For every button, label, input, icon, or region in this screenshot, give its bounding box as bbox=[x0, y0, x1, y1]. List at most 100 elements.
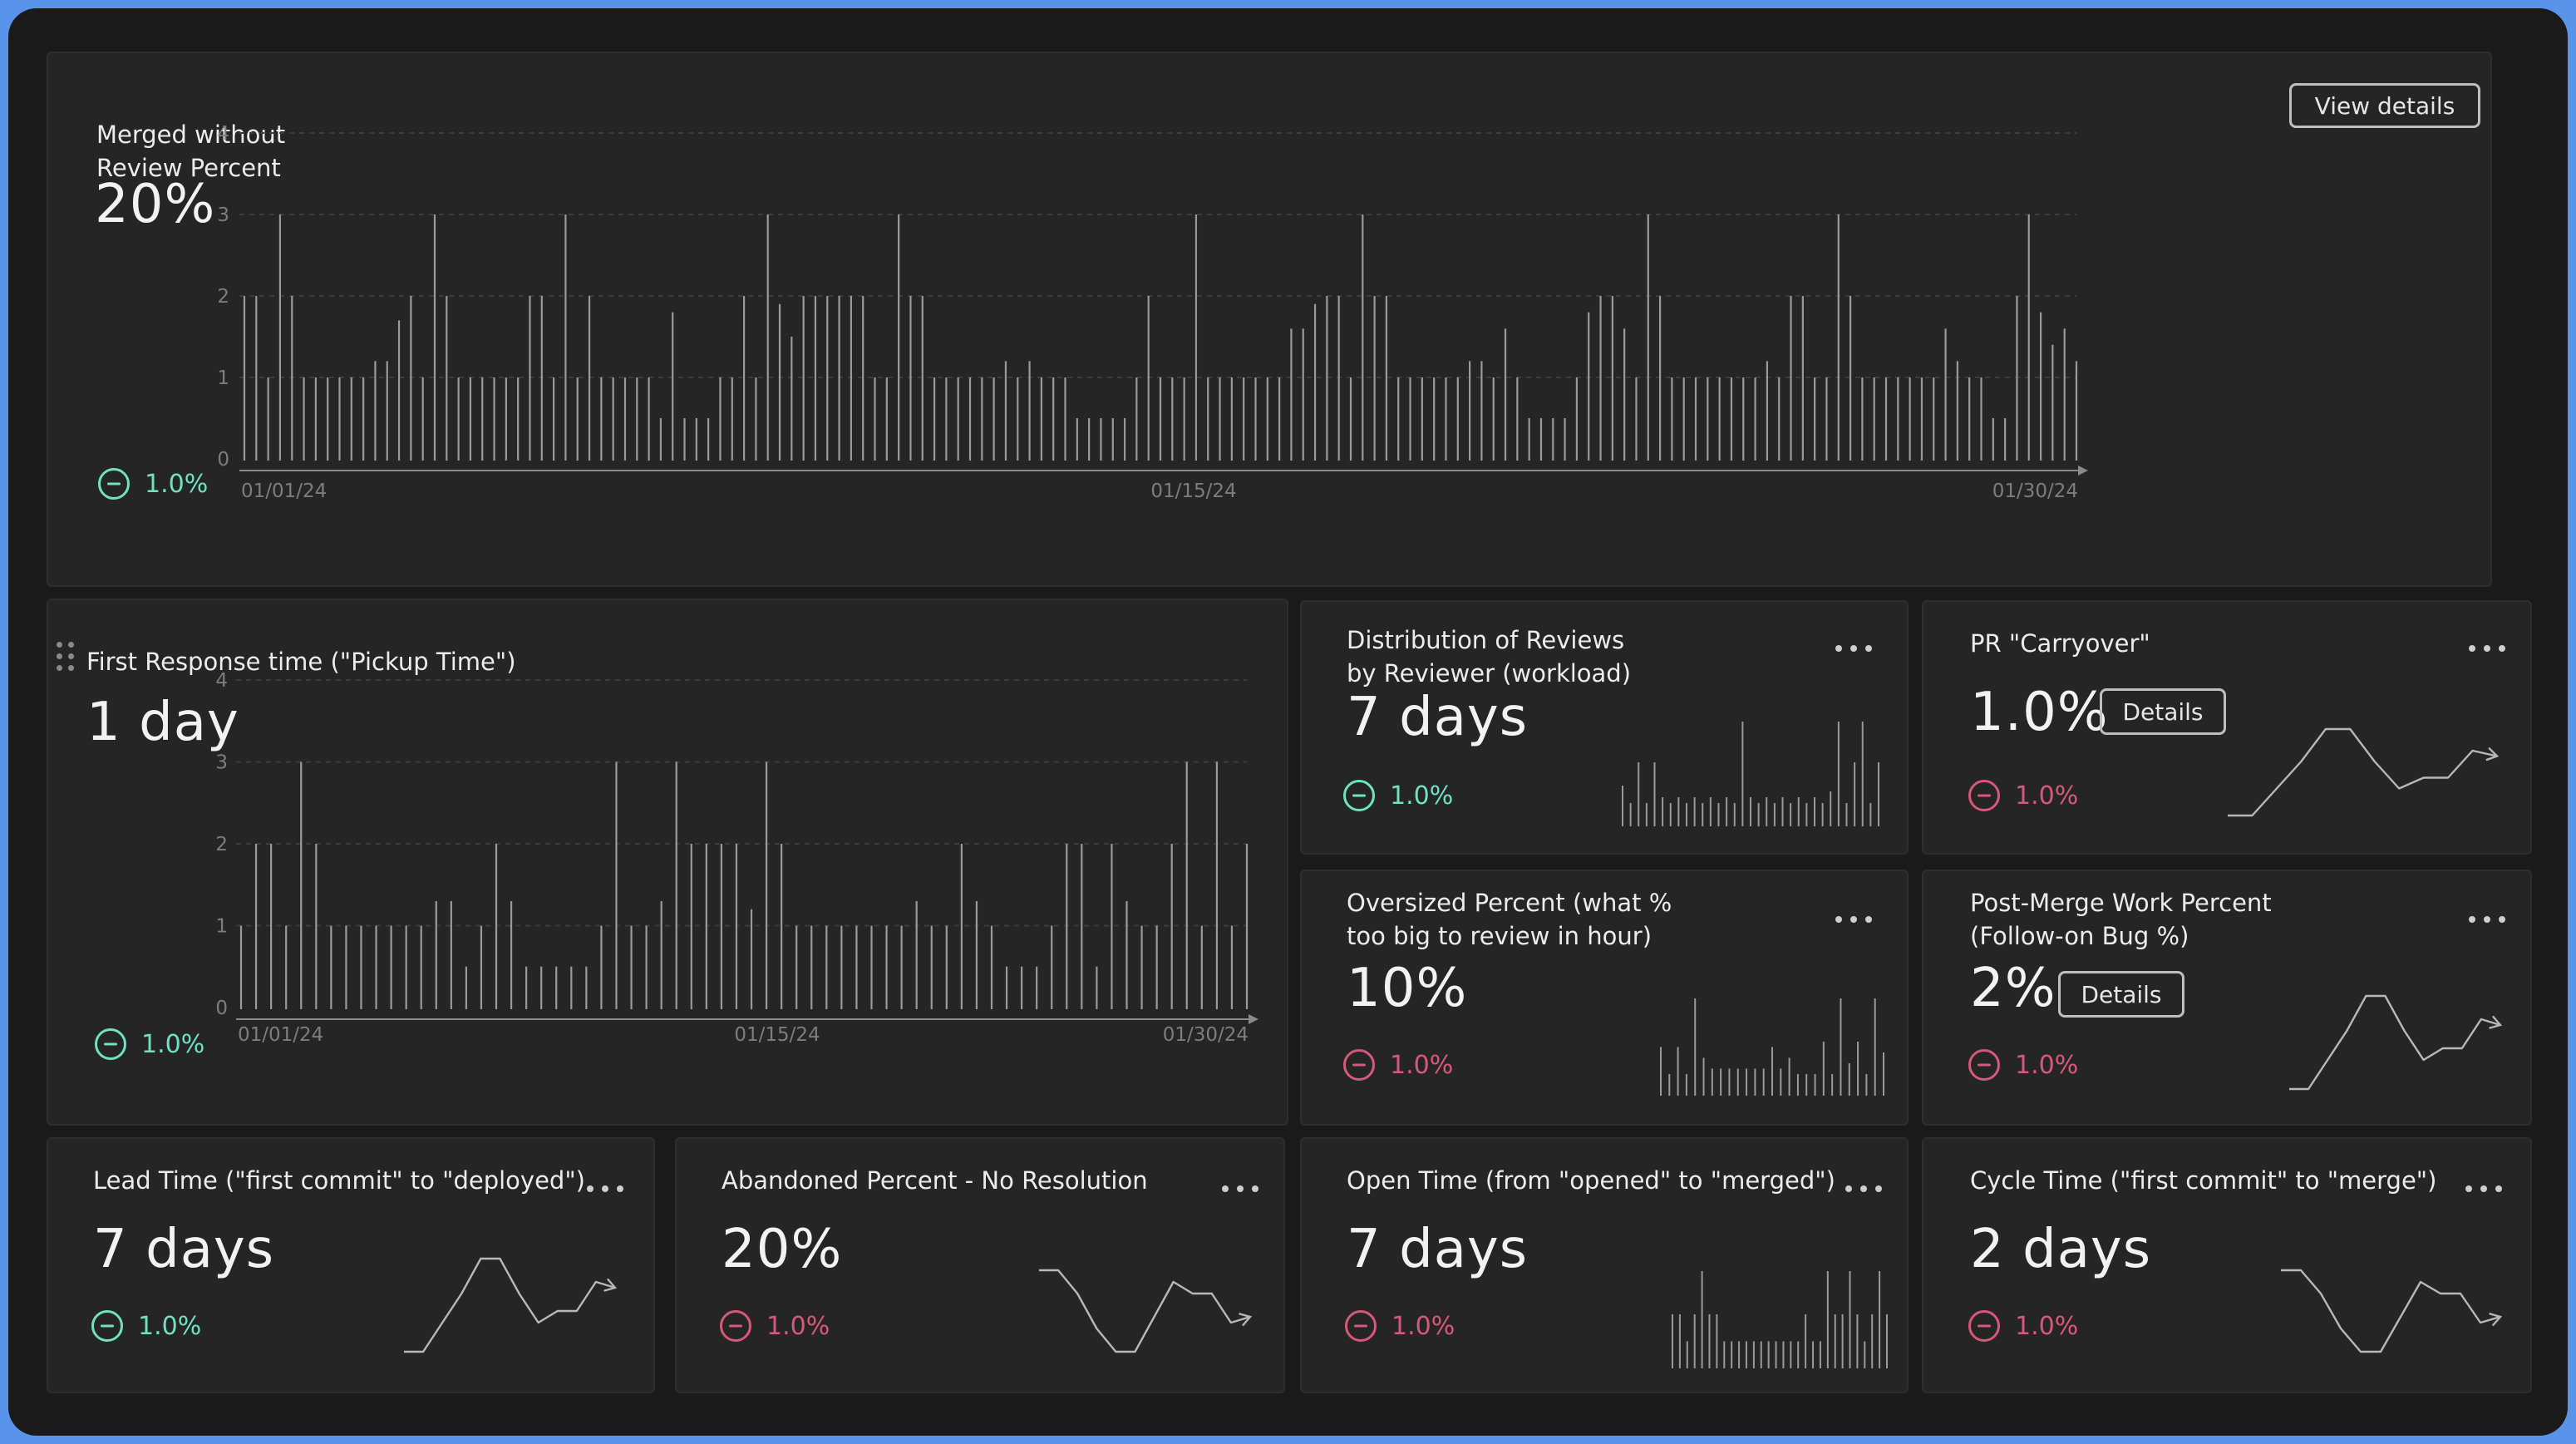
lead-time-sparkline bbox=[404, 1257, 618, 1353]
sparkline-arrow-icon bbox=[603, 1278, 618, 1292]
more-options-icon[interactable] bbox=[2469, 914, 2505, 924]
metric-value: 7 days bbox=[1347, 1219, 1529, 1280]
y-tick-label: 1 bbox=[217, 367, 229, 389]
delta-indicator: 1.0% bbox=[91, 1310, 201, 1342]
delta-indicator: 1.0% bbox=[1343, 780, 1453, 811]
delta-value: 1.0% bbox=[1390, 781, 1454, 811]
more-options-icon[interactable] bbox=[587, 1184, 623, 1194]
merged-without-review-card: Merged without Review Percent 20% 1.0% V… bbox=[47, 52, 2492, 587]
lead-time-card: Lead Time ("first commit" to "deployed")… bbox=[47, 1137, 655, 1393]
minus-circle-icon bbox=[98, 468, 130, 500]
carryover-card: PR "Carryover" 1.0% Details 1.0% bbox=[1922, 600, 2532, 855]
more-options-icon[interactable] bbox=[2469, 643, 2505, 653]
card-title: Abandoned Percent - No Resolution bbox=[722, 1166, 1148, 1195]
delta-value: 1.0% bbox=[1390, 1050, 1454, 1080]
card-title-line2: by Reviewer (workload) bbox=[1347, 659, 1632, 688]
card-title-line2: too big to review in hour) bbox=[1347, 922, 1652, 950]
more-options-icon[interactable] bbox=[1835, 643, 1872, 653]
card-title-line2: Review Percent bbox=[96, 154, 281, 182]
card-title: Open Time (from "opened" to "merged") bbox=[1347, 1166, 1835, 1195]
delta-value: 1.0% bbox=[2015, 1311, 2079, 1341]
metric-value: 20% bbox=[722, 1219, 843, 1280]
dashboard-frame: Merged without Review Percent 20% 1.0% V… bbox=[8, 8, 2568, 1436]
minus-circle-icon bbox=[1968, 1310, 2000, 1342]
cycle-time-card: Cycle Time ("first commit" to "merge") 2… bbox=[1922, 1137, 2532, 1393]
delta-value: 1.0% bbox=[2015, 1050, 2079, 1080]
card-title: First Response time ("Pickup Time") bbox=[86, 648, 516, 676]
y-tick-label: 1 bbox=[215, 916, 228, 938]
more-options-icon[interactable] bbox=[2465, 1184, 2502, 1194]
post-merge-card: Post-Merge Work Percent (Follow-on Bug %… bbox=[1922, 870, 2532, 1126]
card-title: Oversized Percent (what % bbox=[1347, 889, 1672, 917]
minus-circle-icon bbox=[1968, 1049, 2000, 1081]
y-tick-label: 3 bbox=[217, 205, 229, 226]
carryover-sparkline bbox=[2228, 727, 2500, 817]
delta-indicator: 1.0% bbox=[1345, 1310, 1455, 1342]
delta-indicator: 1.0% bbox=[1968, 1049, 2078, 1081]
card-title: Post-Merge Work Percent bbox=[1970, 889, 2272, 917]
oversized-sparkbars bbox=[1660, 998, 1884, 1096]
sparkline bbox=[1039, 1269, 1251, 1353]
delta-indicator: 1.0% bbox=[1968, 780, 2078, 811]
x-axis-arrow-icon bbox=[2078, 466, 2088, 476]
delta-value: 1.0% bbox=[1391, 1311, 1455, 1341]
more-options-icon[interactable] bbox=[1222, 1184, 1258, 1194]
pickup-time-chart: 0 1 2 3 4 01/01/24 01/15/24 01/30/24 bbox=[215, 670, 1258, 1046]
y-tick-label: 2 bbox=[217, 286, 229, 308]
minus-circle-icon bbox=[91, 1310, 123, 1342]
card-title: Distribution of Reviews bbox=[1347, 626, 1625, 654]
sparkline-arrow-icon bbox=[2489, 1313, 2503, 1326]
x-tick-label: 01/01/24 bbox=[241, 481, 327, 502]
delta-indicator: 1.0% bbox=[95, 1028, 204, 1060]
card-title: PR "Carryover" bbox=[1970, 629, 2150, 658]
sparkline-arrow-icon bbox=[2485, 747, 2500, 761]
x-tick-label: 01/30/24 bbox=[1163, 1024, 1249, 1046]
metric-value: 20% bbox=[95, 174, 216, 235]
sparkline bbox=[404, 1257, 616, 1353]
details-button[interactable]: Details bbox=[2100, 688, 2226, 735]
sparkline-arrow-icon bbox=[2489, 1015, 2503, 1029]
delta-indicator: 1.0% bbox=[98, 468, 208, 500]
minus-circle-icon bbox=[1345, 1310, 1377, 1342]
oversized-card: Oversized Percent (what % too big to rev… bbox=[1300, 870, 1909, 1126]
minus-circle-icon bbox=[95, 1028, 126, 1060]
card-title: Cycle Time ("first commit" to "merge") bbox=[1970, 1166, 2437, 1195]
y-tick-label: 0 bbox=[217, 449, 229, 471]
cycle-time-sparkline bbox=[2281, 1269, 2503, 1353]
metric-value: 10% bbox=[1347, 958, 1468, 1019]
distribution-card: Distribution of Reviews by Reviewer (wor… bbox=[1300, 600, 1909, 855]
x-tick-label: 01/01/24 bbox=[238, 1024, 323, 1046]
merged-without-review-chart: 0 1 2 3 4 01/01/24 01/15/24 01/30/24 bbox=[217, 123, 2088, 502]
sparkline bbox=[2289, 994, 2501, 1091]
delta-value: 1.0% bbox=[766, 1311, 830, 1341]
more-options-icon[interactable] bbox=[1835, 914, 1872, 924]
delta-value: 1.0% bbox=[145, 469, 209, 499]
y-tick-label: 4 bbox=[217, 123, 229, 145]
delta-value: 1.0% bbox=[141, 1029, 205, 1059]
pickup-time-card: First Response time ("Pickup Time") 1 da… bbox=[47, 599, 1288, 1126]
more-options-icon[interactable] bbox=[1845, 1184, 1882, 1194]
abandoned-card: Abandoned Percent - No Resolution 20% 1.… bbox=[675, 1137, 1285, 1393]
delta-indicator: 1.0% bbox=[1343, 1049, 1453, 1081]
x-tick-label: 01/15/24 bbox=[1150, 481, 1236, 502]
drag-handle-icon[interactable] bbox=[57, 642, 75, 675]
sparkline bbox=[2228, 727, 2498, 817]
delta-indicator: 1.0% bbox=[720, 1310, 830, 1342]
post-merge-sparkline bbox=[2289, 994, 2503, 1091]
metric-value: 2 days bbox=[1970, 1219, 2152, 1280]
sparkline bbox=[2281, 1269, 2501, 1353]
y-tick-label: 2 bbox=[215, 834, 228, 855]
open-time-card: Open Time (from "opened" to "merged") 7 … bbox=[1300, 1137, 1909, 1393]
y-tick-label: 0 bbox=[215, 998, 228, 1019]
distribution-sparkbars bbox=[1622, 722, 1879, 826]
delta-indicator: 1.0% bbox=[1968, 1310, 2078, 1342]
card-title-line2: (Follow-on Bug %) bbox=[1970, 922, 2189, 950]
details-button[interactable]: Details bbox=[2058, 971, 2184, 1018]
view-details-button[interactable]: View details bbox=[2289, 83, 2480, 128]
x-axis-arrow-icon bbox=[1249, 1014, 1258, 1024]
sparkline-arrow-icon bbox=[1239, 1313, 1253, 1327]
card-title: Lead Time ("first commit" to "deployed") bbox=[93, 1166, 585, 1195]
abandoned-sparkline bbox=[1039, 1269, 1253, 1353]
card-title: Merged without bbox=[96, 121, 286, 149]
metric-value: 2% bbox=[1970, 958, 2056, 1019]
